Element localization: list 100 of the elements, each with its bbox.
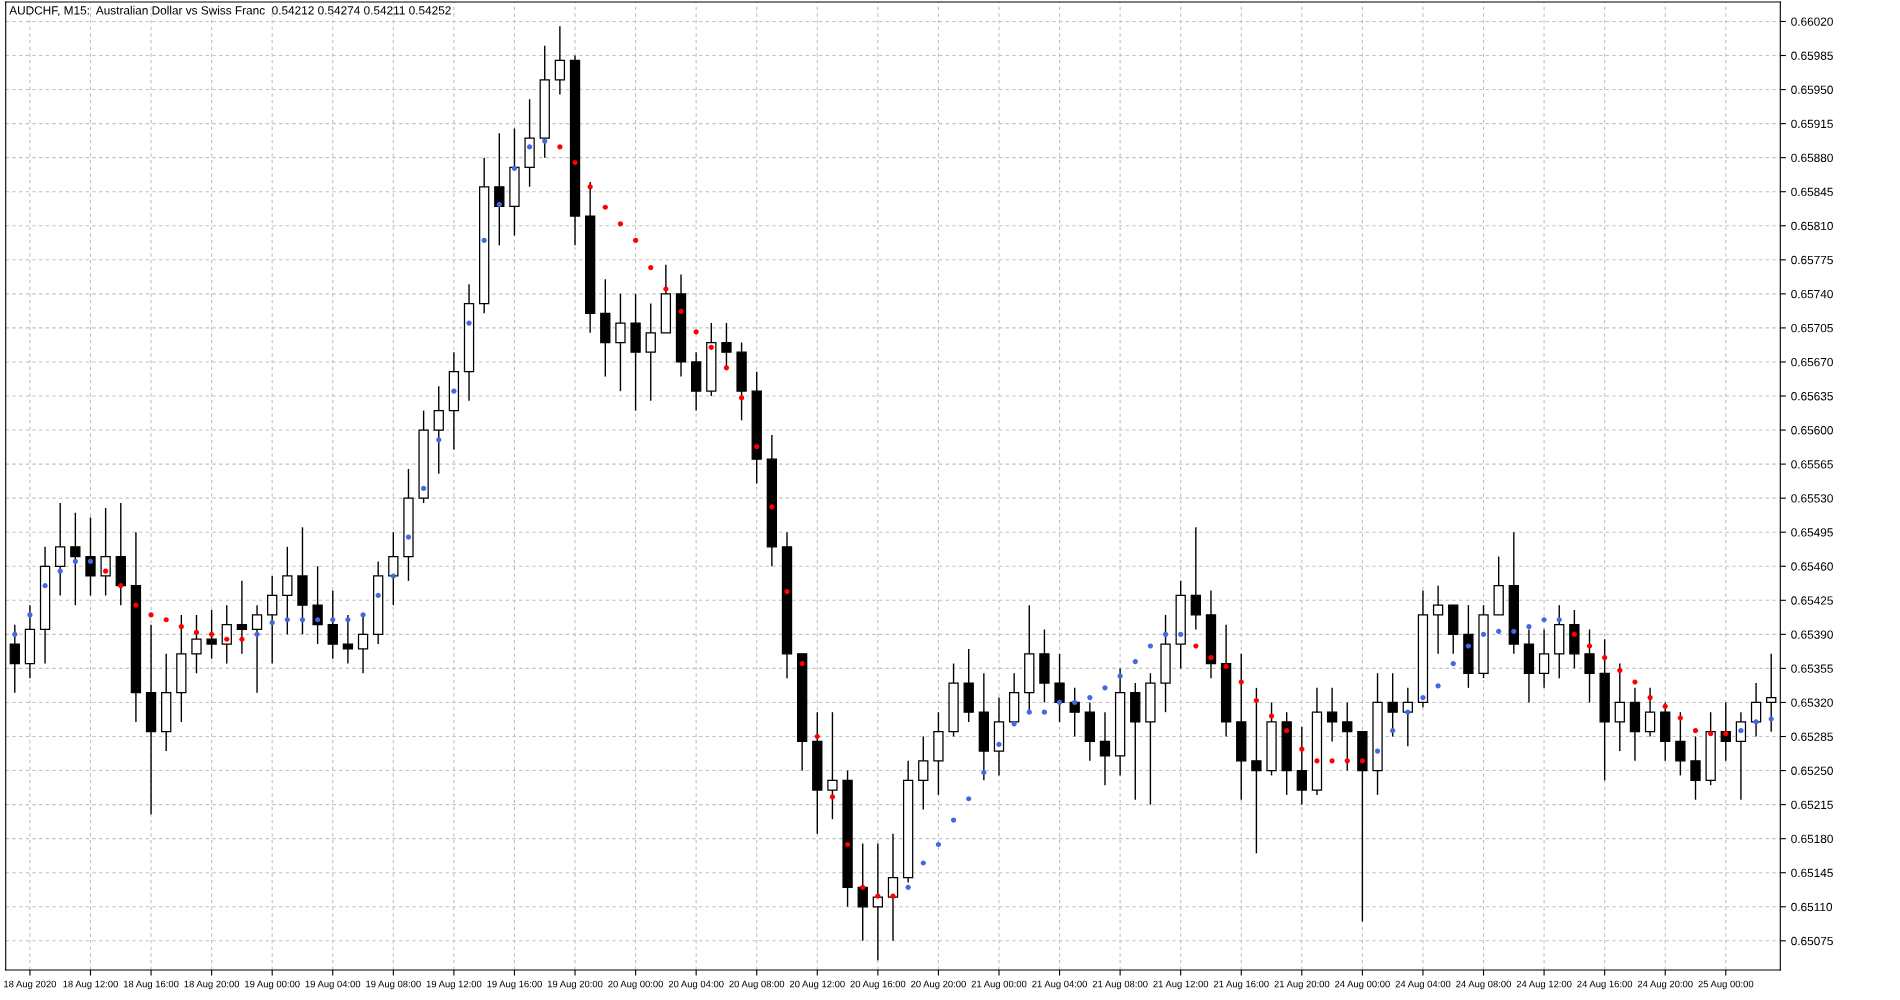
y-tick-label: 0.65950: [1791, 85, 1833, 94]
candlestick: [1750, 682, 1762, 738]
y-tick-label: 0.65530: [1791, 494, 1833, 503]
x-tick-label: 25 Aug 00:00: [1698, 980, 1754, 990]
x-tick-label: 19 Aug 16:00: [487, 980, 542, 990]
candlestick: [1326, 687, 1338, 743]
candlestick: [236, 580, 248, 655]
y-tick-label: 0.66020: [1791, 17, 1833, 26]
candlestick: [1099, 711, 1111, 786]
x-tick-label: 19 Aug 08:00: [366, 980, 421, 990]
x-tick-label: 21 Aug 20:00: [1274, 980, 1330, 990]
candlestick: [206, 609, 217, 660]
x-tick-label: 18 Aug 2020: [4, 980, 57, 990]
candlestick: [1766, 653, 1777, 733]
candlestick: [388, 531, 399, 606]
x-tick-label: 21 Aug 16:00: [1213, 980, 1269, 990]
candlestick: [1720, 701, 1731, 762]
x-tick-label: 24 Aug 00:00: [1335, 980, 1390, 990]
y-tick-label: 0.65845: [1791, 187, 1833, 197]
candlestick: [1675, 711, 1686, 777]
x-tick-label: 19 Aug 20:00: [547, 980, 603, 990]
candlestick: [494, 132, 505, 246]
candlestick: [1054, 653, 1065, 723]
y-tick-label: 0.65425: [1791, 596, 1833, 605]
candlestick: [1251, 687, 1262, 854]
candlestick: [1690, 735, 1701, 801]
y-tick-label: 0.65075: [1791, 936, 1833, 946]
x-tick-label: 24 Aug 20:00: [1637, 980, 1693, 990]
y-tick-label: 0.65915: [1791, 119, 1833, 128]
x-tick-label: 21 Aug 12:00: [1153, 980, 1209, 990]
y-tick-label: 0.65460: [1791, 562, 1833, 571]
x-tick-label: 24 Aug 12:00: [1516, 980, 1572, 990]
candlestick: [70, 512, 81, 606]
candlestick: [827, 711, 838, 820]
x-tick-label: 18 Aug 16:00: [123, 980, 179, 990]
candlestick: [267, 575, 278, 665]
y-tick-label: 0.65285: [1791, 732, 1833, 741]
x-tick-label: 21 Aug 08:00: [1092, 980, 1148, 990]
x-tick-label: 18 Aug 20:00: [184, 980, 240, 990]
y-tick-label: 0.65110: [1791, 902, 1833, 912]
x-tick-label: 20 Aug 12:00: [789, 980, 845, 990]
x-tick-label: 20 Aug 16:00: [850, 980, 906, 990]
candlestick: [1342, 701, 1353, 772]
y-tick-label: 0.65600: [1791, 426, 1833, 435]
y-tick-label: 0.65355: [1791, 664, 1833, 673]
candlestick: [918, 735, 929, 811]
y-tick-label: 0.65985: [1791, 51, 1833, 60]
candlestick: [721, 322, 732, 368]
candlestick: [282, 546, 293, 636]
chart-title: AUDCHF, M15: Australian Dollar vs Swiss Franc 0.54212 0.54274 0.54211 0.54252: [9, 5, 451, 16]
candlestick: [433, 385, 444, 475]
candlestick: [615, 293, 626, 392]
candlestick: [1432, 585, 1444, 655]
y-tick-label: 0.65390: [1791, 630, 1833, 639]
candlestick: [1614, 662, 1625, 752]
y-tick-label: 0.65180: [1791, 834, 1833, 844]
candlestick: [554, 25, 566, 96]
x-tick-label: 19 Aug 00:00: [245, 980, 300, 990]
candlestick: [221, 604, 232, 665]
x-tick-label: 24 Aug 08:00: [1456, 980, 1511, 990]
y-tick-label: 0.65670: [1791, 357, 1833, 367]
y-tick-label: 0.65635: [1791, 392, 1833, 401]
x-tick-label: 20 Aug 20:00: [911, 980, 966, 990]
candlestick: [887, 833, 899, 942]
x-tick-label: 20 Aug 00:00: [608, 980, 664, 990]
x-tick-label: 24 Aug 16:00: [1577, 980, 1633, 990]
candlestick: [1538, 628, 1550, 689]
y-tick-label: 0.65880: [1791, 153, 1833, 163]
candlestick: [1644, 687, 1656, 738]
y-tick-label: 0.65145: [1791, 868, 1833, 878]
candlestick: [342, 614, 354, 665]
y-tick-label: 0.65495: [1791, 528, 1833, 537]
y-tick-label: 0.65215: [1791, 800, 1833, 810]
x-tick-label: 21 Aug 00:00: [971, 980, 1027, 990]
y-tick-label: 0.65775: [1791, 255, 1833, 265]
candlestick: [312, 565, 323, 645]
x-tick-label: 20 Aug 04:00: [668, 980, 724, 990]
candlestick: [55, 502, 66, 597]
candlestick: [1584, 628, 1595, 704]
y-tick-label: 0.65565: [1791, 460, 1833, 469]
y-tick-label: 0.65810: [1791, 221, 1833, 231]
x-tick-label: 19 Aug 04:00: [305, 980, 361, 990]
x-tick-label: 21 Aug 04:00: [1032, 980, 1088, 990]
candlestick: [1387, 672, 1398, 738]
candlestick: [191, 614, 202, 674]
candlestick: [1296, 726, 1307, 806]
candlestick: [1735, 711, 1747, 801]
candlestick: [327, 589, 338, 660]
candlestick: [357, 614, 369, 674]
y-tick-label: 0.65740: [1791, 289, 1833, 299]
x-tick-label: 20 Aug 08:00: [729, 980, 785, 990]
candlestick: [1190, 526, 1202, 631]
x-tick-label: 24 Aug 04:00: [1395, 980, 1451, 990]
x-tick-label: 18 Aug 12:00: [63, 980, 118, 990]
candlestick: [645, 302, 656, 402]
candlestick: [85, 516, 96, 597]
candlestick: [100, 507, 111, 597]
x-tick-label: 19 Aug 12:00: [426, 980, 482, 990]
candlestick: [251, 604, 263, 694]
y-tick-label: 0.65320: [1791, 698, 1833, 707]
